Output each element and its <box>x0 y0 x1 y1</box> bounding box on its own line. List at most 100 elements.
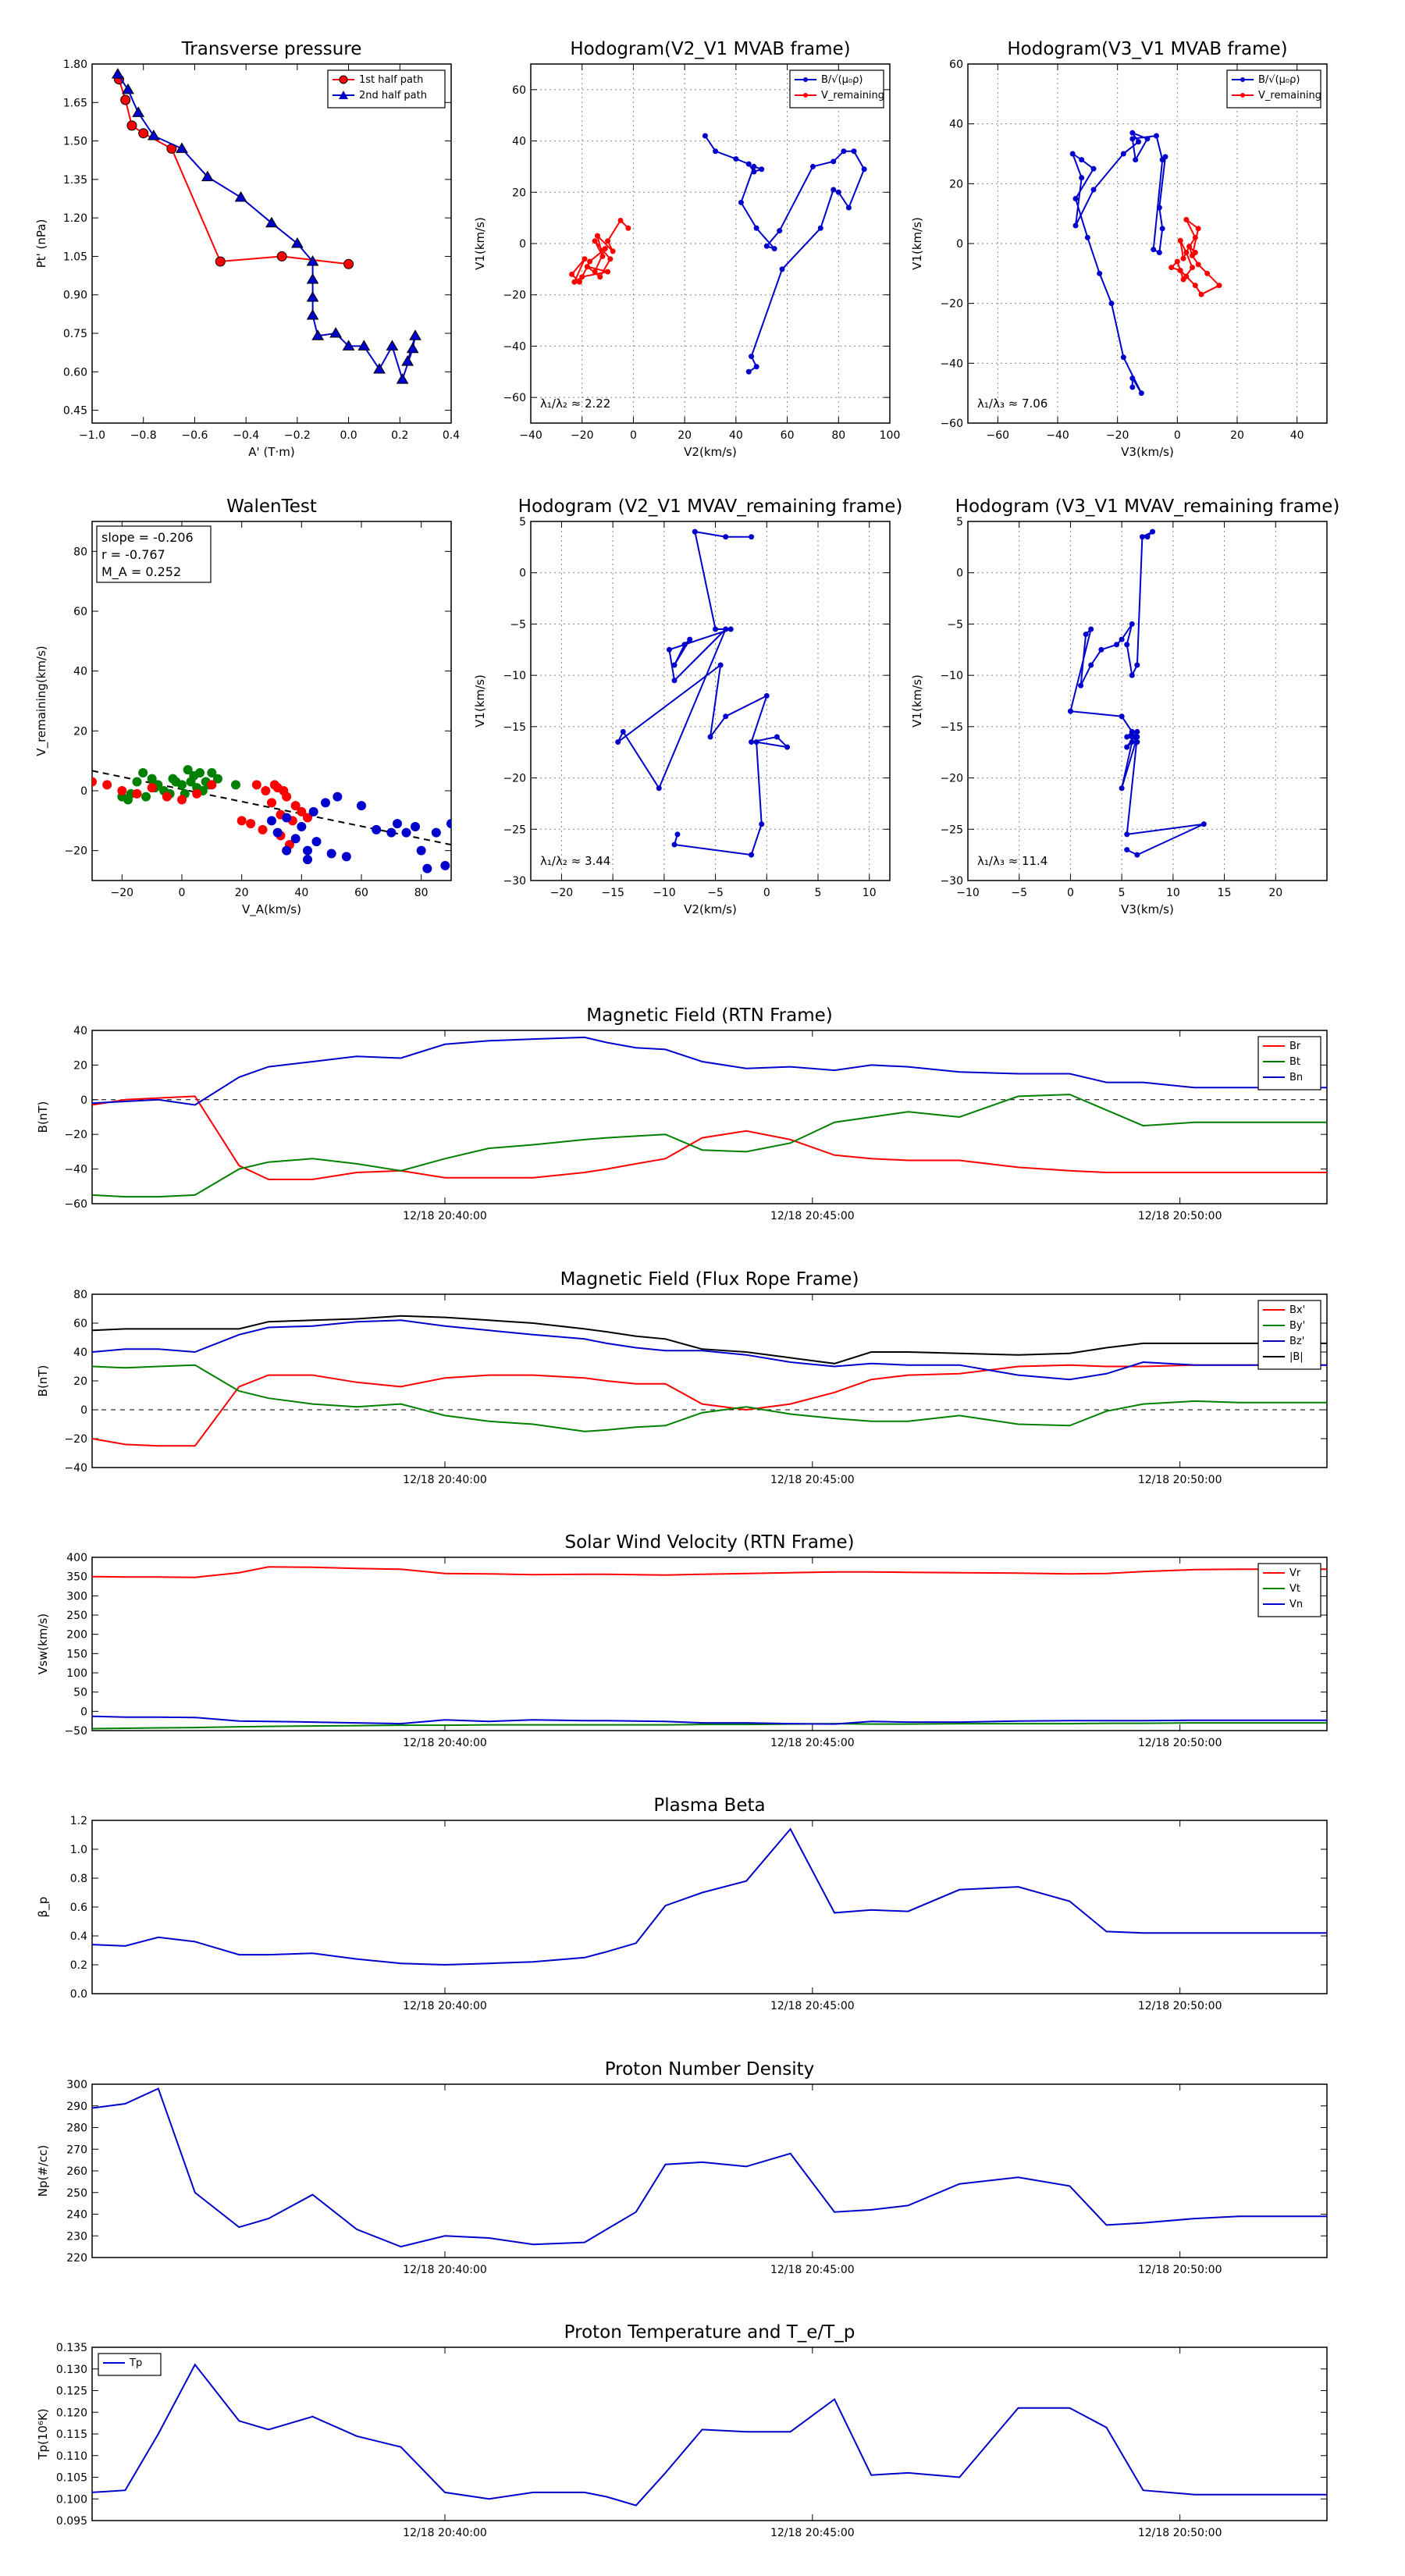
plasma-beta-title: Plasma Beta <box>653 1795 765 1816</box>
walen-test-data-point <box>393 819 402 829</box>
transverse-pressure-ytick-label: 0.45 <box>63 405 87 418</box>
hodogram-v3-v1-ytick-label: 0 <box>956 238 963 251</box>
hodogram-v3-v1-data-point <box>1216 283 1222 289</box>
proton-temperature-legend: Tp <box>98 2353 162 2376</box>
hodogram-v3-v1-mvav-plot-area <box>1067 528 1207 858</box>
hodogram-v2-v1-data-point <box>569 271 575 277</box>
hodogram-v2-v1-data-point <box>597 274 603 280</box>
magnetic-field-rtn-series-line <box>92 1036 1327 1106</box>
hodogram-v3-v1-ytick-label: −40 <box>940 358 963 370</box>
magnetic-field-flux-rope-series-line <box>92 1315 1327 1364</box>
magnetic-field-flux-rope-ylabel: B(nT) <box>36 1365 50 1397</box>
magnetic-field-rtn-ytick-label: 0 <box>80 1094 87 1107</box>
magnetic-field-rtn-legend-label: Bn <box>1289 1072 1303 1083</box>
transverse-pressure-data-point <box>265 216 278 228</box>
hodogram-v2-v1-mvav-data-point <box>723 626 729 632</box>
hodogram-v2-v1-mvav-data-point <box>749 534 755 540</box>
proton-temperature-axes-frame <box>91 2347 1328 2521</box>
proton-temperature-title: Proton Temperature and T_e/T_p <box>564 2322 855 2343</box>
hodogram-v2-v1-xlabel: V2(km/s) <box>684 445 737 459</box>
walen-test-data-point <box>416 845 426 856</box>
hodogram-v2-v1-data-point <box>625 225 631 231</box>
hodogram-v3-v1-legend-label: V_remaining <box>1258 90 1321 101</box>
plasma-beta-plot-area <box>92 1827 1327 1966</box>
transverse-pressure-legend-marker <box>339 91 348 99</box>
hodogram-v2-v1-xtick-label: −40 <box>519 429 542 442</box>
hodogram-v2-v1-data-point <box>592 238 598 244</box>
transverse-pressure-xlabel: A' (T·m) <box>248 445 294 459</box>
hodogram-v2-v1-mvav-xtick-label: 0 <box>763 887 770 899</box>
hodogram-v2-v1-legend-marker <box>803 93 808 98</box>
magnetic-field-flux-rope-title: Magnetic Field (Flux Rope Frame) <box>560 1269 859 1290</box>
hodogram-v2-v1-data-point <box>571 279 578 285</box>
plasma-beta-ytick-label: 0.4 <box>70 1930 87 1943</box>
walen-test-data-point <box>440 860 450 870</box>
magnetic-field-flux-rope-ytick-label: 40 <box>73 1347 87 1359</box>
hodogram-v2-v1-mvav-xtick-label: −10 <box>653 887 676 899</box>
magnetic-field-rtn-series-line <box>92 1094 1327 1198</box>
walen-test-data-point <box>147 783 157 793</box>
proton-number-density-chart: Proton Number Density 220 230 240 250 260 270 2… <box>36 2059 1328 2276</box>
walen-test-data-point <box>297 822 307 831</box>
walen-test-data-point <box>386 827 397 838</box>
hodogram-v3-v1-xlabel: V3(km/s) <box>1121 445 1174 459</box>
walen-test-ytick-label: 80 <box>73 546 87 558</box>
transverse-pressure-data-point <box>357 340 371 350</box>
transverse-pressure-title: Transverse pressure <box>181 39 362 59</box>
walen-test-data-point <box>117 786 127 795</box>
hodogram-v3-v1-mvav-xtick-label: −10 <box>956 887 980 899</box>
hodogram-v2-v1-legend-label: B/√(μ₀ρ) <box>821 74 863 86</box>
hodogram-v3-v1-xtick-label: 0 <box>1174 429 1181 442</box>
hodogram-v3-v1-mvav-data-point <box>1129 621 1135 627</box>
hodogram-v3-v1-mvav-data-point <box>1083 632 1089 638</box>
solar-wind-velocity-title: Solar Wind Velocity (RTN Frame) <box>564 1532 854 1553</box>
solar-wind-velocity-series-line <box>92 1566 1327 1578</box>
magnetic-field-flux-rope-legend-label: By' <box>1289 1320 1305 1332</box>
hodogram-v3-v1-data-point <box>1120 151 1126 157</box>
hodogram-v2-v1-data-point <box>579 274 585 280</box>
walen-test-xtick-label: 0 <box>179 887 186 899</box>
hodogram-v3-v1-data-point <box>1168 265 1175 271</box>
walen-test-data-point <box>141 792 151 802</box>
hodogram-v3-v1-data-point <box>1129 136 1136 142</box>
hodogram-v3-v1-mvav-chart: Hodogram (V3_V1 MVAV_remaining frame) −30… <box>910 496 1339 916</box>
walen-test-stats-line: slope = -0.206 <box>101 530 194 545</box>
walen-test-stats-line: r = -0.767 <box>101 547 165 562</box>
magnetic-field-flux-rope-xtick-label: 12/18 20:50:00 <box>1138 1474 1222 1486</box>
walen-test-data-point <box>333 792 343 802</box>
magnetic-field-flux-rope-legend: Bx' By' Bz' |B| <box>1257 1300 1321 1370</box>
walen-test-data-point <box>267 798 276 808</box>
proton-temperature-series-line <box>92 2363 1327 2507</box>
transverse-pressure-data-point <box>234 190 247 202</box>
walen-test-data-point <box>207 780 217 790</box>
hodogram-v2-v1-data-point <box>592 269 598 275</box>
magnetic-field-rtn-ytick-label: −60 <box>64 1198 87 1211</box>
walen-test-data-point <box>357 801 366 811</box>
hodogram-v2-v1-data-point <box>809 163 816 169</box>
hodogram-v3-v1-data-point <box>1177 237 1183 244</box>
proton-number-density-xtick-label: 12/18 20:50:00 <box>1138 2264 1222 2276</box>
hodogram-v2-v1-mvav-ylabel: V1(km/s) <box>473 674 487 728</box>
transverse-pressure-data-point <box>306 255 319 266</box>
hodogram-v3-v1-data-point <box>1192 250 1198 255</box>
walen-test-data-point <box>183 765 193 775</box>
transverse-pressure-ytick-label: 1.50 <box>63 136 87 148</box>
hodogram-v3-v1-plot-area <box>1069 130 1222 397</box>
hodogram-v2-v1-mvav-xtick-label: −20 <box>550 887 574 899</box>
magnetic-field-flux-rope-plot-area <box>92 1315 1327 1447</box>
hodogram-v2-v1-xtick-label: 20 <box>678 429 692 442</box>
hodogram-v3-v1-mvav-data-point <box>1129 672 1135 678</box>
hodogram-v2-v1-data-point <box>861 166 867 173</box>
walen-test-data-point <box>321 798 330 808</box>
solar-wind-velocity-ytick-label: −50 <box>64 1725 87 1738</box>
walen-test-xtick-label: 80 <box>414 887 429 899</box>
solar-wind-velocity-xtick-label: 12/18 20:45:00 <box>770 1737 855 1749</box>
hodogram-v3-v1-ytick-label: 40 <box>949 119 963 131</box>
magnetic-field-rtn-title: Magnetic Field (RTN Frame) <box>586 1005 833 1026</box>
transverse-pressure-data-point <box>406 342 419 354</box>
hodogram-v3-v1-chart: Hodogram(V3_V1 MVAB frame) −60 −40 −20 0 20 40… <box>910 39 1328 459</box>
walen-test-title: WalenTest <box>226 496 317 517</box>
hodogram-v3-v1-legend-marker <box>1240 77 1245 82</box>
hodogram-v2-v1-data-point <box>777 228 783 234</box>
hodogram-v3-v1-data-point <box>1129 384 1136 390</box>
